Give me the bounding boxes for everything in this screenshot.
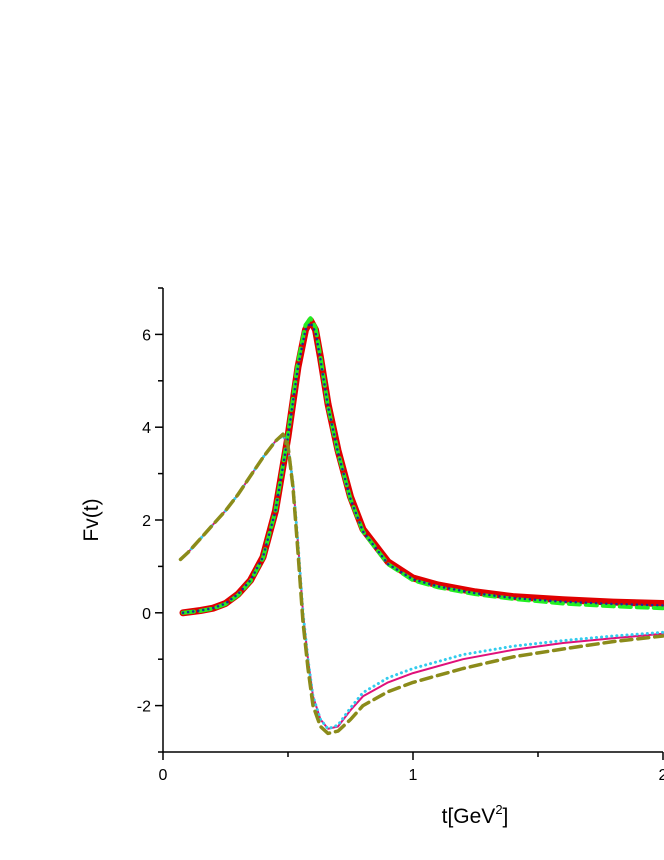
y-tick-label: 2	[142, 513, 151, 530]
ticks-layer: 0 1 2 -2 0 2 4 6	[137, 287, 664, 784]
series-layer	[178, 316, 664, 736]
y-axis-title: Fv(t)	[80, 498, 103, 541]
x-tick-label: 0	[159, 767, 168, 784]
x-tick-label: 1	[409, 767, 418, 784]
x-axis-title: t[GeV2]	[442, 802, 509, 828]
x-tick-label: 2	[659, 767, 664, 784]
y-tick-label: 6	[142, 327, 151, 344]
y-tick-label: 0	[142, 606, 151, 623]
y-tick-label: -2	[137, 699, 151, 716]
series-line-3	[181, 321, 664, 615]
y-tick-label: 4	[142, 420, 151, 437]
series-line-6	[178, 432, 664, 736]
